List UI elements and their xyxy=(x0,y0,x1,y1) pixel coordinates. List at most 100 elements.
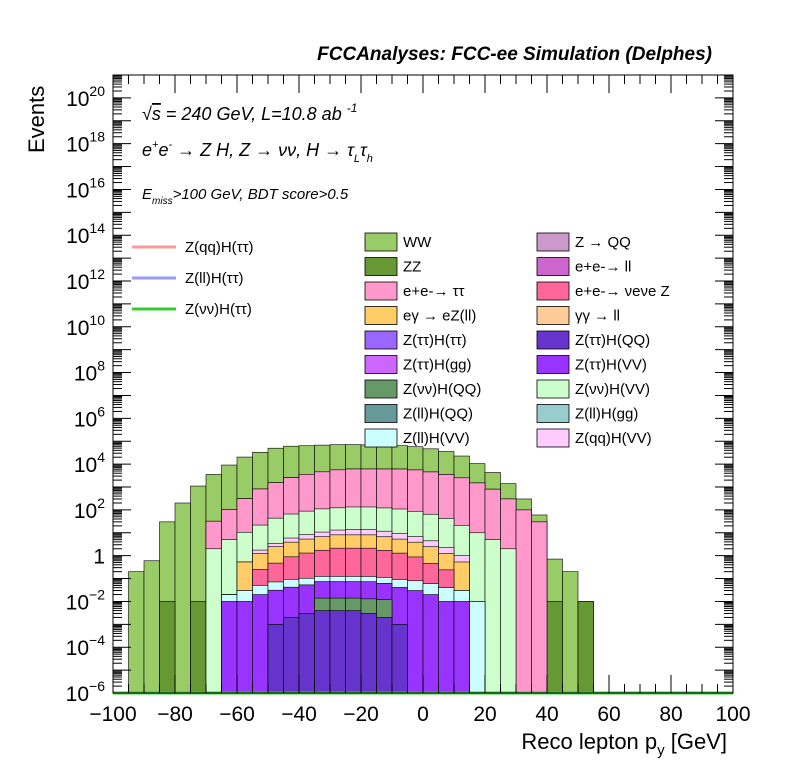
annotation-process: e+e- → Z H, Z → νν, H → τLτh xyxy=(142,139,373,165)
legend-entry-z-qq-h-vv: Z(qq)H(VV) xyxy=(536,428,652,448)
legend-label: Z(ll)H(VV) xyxy=(403,430,470,447)
bar-z-h-qq-12 xyxy=(298,613,315,694)
legend-swatch xyxy=(536,330,570,350)
legend-entry-z-h: Z(ττ)H(ττ) xyxy=(364,330,467,350)
legend-entry-z-ll-h-gg: Z(ll)H(gg) xyxy=(536,404,638,423)
legend-label: Z(νν)H(ττ) xyxy=(185,301,252,318)
y-tick-label: 1018 xyxy=(66,129,105,157)
bar-zz-5 xyxy=(190,601,207,694)
legend-label: e+e-→ ll xyxy=(575,259,631,276)
legend: Z(qq)H(ττ) Z(ll)H(ττ) Z(νν)H(ττ) WW ZZ e+e-→ … xyxy=(132,232,670,448)
y-tick-label: 1012 xyxy=(66,266,105,294)
legend-swatch xyxy=(536,232,570,252)
bar-zz-30 xyxy=(577,601,594,694)
legend-swatch xyxy=(536,257,570,276)
legend-entry-ll: γγ → ll xyxy=(536,306,620,325)
legend-swatch xyxy=(364,232,398,252)
y-tick-label: 1014 xyxy=(66,220,105,248)
legend-entry-z-h: Z(νν)H(ττ) xyxy=(132,301,252,318)
bar-z-h-qq-13 xyxy=(314,610,331,694)
legend-swatch xyxy=(364,306,398,325)
y-tick-label: 108 xyxy=(74,358,105,386)
legend-swatch xyxy=(536,404,570,423)
y-tick-label: 1020 xyxy=(66,83,105,111)
y-tick-label: 102 xyxy=(74,495,105,523)
bar-ww-2 xyxy=(143,560,160,694)
legend-entry-z-qq-h: Z(qq)H(ττ) xyxy=(132,239,254,256)
bar-z-h-vv-8 xyxy=(236,601,253,694)
legend-label: Z(qq)H(ττ) xyxy=(185,239,254,256)
bar-z-h-vv-24 xyxy=(484,539,501,694)
y-tick-label: 104 xyxy=(74,449,105,477)
legend-entry-z-ll-h-qq: Z(ll)H(QQ) xyxy=(364,404,473,423)
x-tick-label: −60 xyxy=(219,703,255,726)
legend-entry-z-h-gg: Z(ττ)H(gg) xyxy=(364,355,472,374)
legend-entry-z-ll-h: Z(ll)H(ττ) xyxy=(132,270,244,287)
x-axis-label-text: Reco lepton py [GeV] xyxy=(521,729,727,759)
legend-label: Z(qq)H(VV) xyxy=(575,430,652,447)
legend-swatch xyxy=(364,281,398,301)
bar-zz-28 xyxy=(546,601,563,694)
bar-z-h-qq-11 xyxy=(283,617,300,694)
legend-label: Z(ττ)H(QQ) xyxy=(575,332,650,349)
x-tick-label: 80 xyxy=(659,703,682,726)
legend-label: Z(νν)H(VV) xyxy=(575,381,650,398)
chart-title: FCCAnalyses: FCC-ee Simulation (Delphes) xyxy=(317,44,712,65)
bar-z-ll-h-vv-23 xyxy=(469,601,486,694)
bar-z-h-qq-15 xyxy=(345,610,362,694)
bar-z-h-qq-18 xyxy=(391,624,408,694)
y-tick-label: 10−2 xyxy=(66,586,106,614)
annotation-cuts: Emiss>100 GeV, BDT score>0.5 xyxy=(142,186,349,207)
x-axis-label: Reco lepton py [GeV] xyxy=(521,729,727,759)
y-axis-label-group: Events xyxy=(24,86,49,153)
legend-label: e+e-→ νeνe Z xyxy=(575,283,670,300)
x-tick-label: 20 xyxy=(473,703,496,726)
annotation-energy-lumi: √s = 240 GeV, L=10.8 ab -1 xyxy=(142,101,357,124)
y-axis-label: Events xyxy=(24,86,49,153)
y-tick-label: 10−6 xyxy=(66,678,106,706)
legend-swatch xyxy=(364,355,398,374)
bar-e-e-27 xyxy=(531,521,548,694)
legend-label: Z(νν)H(QQ) xyxy=(403,381,481,398)
legend-swatch xyxy=(364,404,398,423)
x-tick-label: −40 xyxy=(281,703,317,726)
legend-label: ZZ xyxy=(403,259,421,276)
series-z-h-qq xyxy=(267,610,408,694)
bar-z-h-vv-19 xyxy=(407,590,424,694)
bar-z-h-vv-22 xyxy=(453,601,470,694)
legend-swatch xyxy=(536,379,570,399)
y-tick-label: 10−4 xyxy=(66,632,106,660)
bar-z-h-qq-17 xyxy=(376,617,393,694)
bar-z-h-vv-25 xyxy=(500,548,517,694)
legend-swatch xyxy=(536,281,570,301)
bar-z-h-vv-21 xyxy=(438,601,455,694)
legend-entry-e-e-ll: e+e-→ ll xyxy=(536,257,631,276)
legend-entry-e-e-e-e-z: e+e-→ νeνe Z xyxy=(536,281,670,301)
legend-entry-e-ez-ll: eγ → eZ(ll) xyxy=(364,306,476,325)
legend-label: Z(ττ)H(gg) xyxy=(403,357,472,374)
x-tick-label: 40 xyxy=(535,703,558,726)
x-tick-label: 60 xyxy=(597,703,620,726)
legend-entry-z-qq: Z → QQ xyxy=(536,232,631,252)
legend-label: WW xyxy=(403,234,432,251)
legend-swatch xyxy=(536,428,570,448)
bar-zz-3 xyxy=(159,601,176,694)
legend-label: Z(ττ)H(ττ) xyxy=(403,332,467,349)
y-tick-label: 1010 xyxy=(66,312,105,340)
x-tick-label: 0 xyxy=(417,703,429,726)
bar-z-h-vv-6 xyxy=(205,548,222,694)
bar-z-h-vv-20 xyxy=(422,594,439,694)
bar-z-h-qq-10 xyxy=(267,624,284,694)
legend-label: Z(ll)H(QQ) xyxy=(403,406,473,423)
stacked-histogram xyxy=(128,444,594,694)
legend-entry-z-h-qq: Z(νν)H(QQ) xyxy=(364,379,481,399)
bar-z-h-qq-16 xyxy=(360,613,377,694)
bar-z-h-qq-14 xyxy=(329,610,346,694)
legend-swatch xyxy=(536,306,570,325)
legend-label: Z(ττ)H(VV) xyxy=(575,357,647,374)
legend-entry-e-e: e+e-→ ττ xyxy=(364,281,465,301)
legend-label: Z(ll)H(ττ) xyxy=(185,270,244,287)
legend-swatch xyxy=(364,379,398,399)
y-tick-label: 106 xyxy=(74,403,105,431)
